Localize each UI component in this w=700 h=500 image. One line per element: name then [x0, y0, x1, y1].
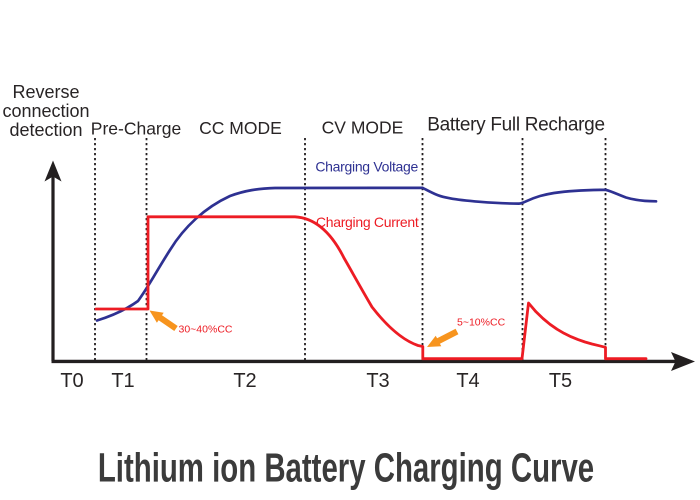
svg-text:T5: T5 [549, 370, 572, 392]
svg-text:Reverse: Reverse [12, 82, 79, 102]
svg-text:Charging Voltage: Charging Voltage [315, 159, 418, 175]
svg-text:30~40%CC: 30~40%CC [179, 324, 233, 336]
svg-text:connection: connection [2, 101, 89, 121]
svg-text:CV MODE: CV MODE [322, 118, 404, 138]
svg-text:T2: T2 [233, 370, 256, 392]
svg-text:T4: T4 [456, 370, 479, 392]
svg-text:detection: detection [9, 120, 82, 140]
svg-text:T0: T0 [60, 370, 83, 392]
svg-text:T3: T3 [366, 370, 389, 392]
svg-text:Lithium ion Battery Charging C: Lithium ion Battery Charging Curve [98, 445, 594, 491]
svg-text:Battery Full Recharge: Battery Full Recharge [427, 115, 604, 136]
svg-text:Pre-Charge: Pre-Charge [91, 119, 181, 139]
svg-text:5~10%CC: 5~10%CC [457, 317, 506, 329]
svg-text:T1: T1 [111, 370, 134, 392]
svg-text:CC MODE: CC MODE [199, 118, 282, 138]
svg-text:Charging Current: Charging Current [316, 214, 419, 230]
